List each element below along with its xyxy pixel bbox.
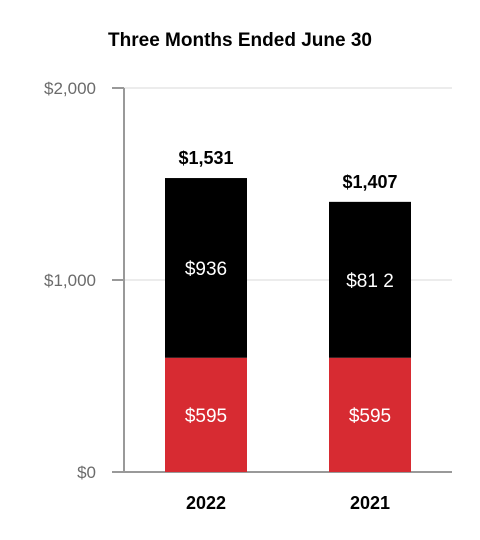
y-tick-label: $1,000 bbox=[44, 271, 96, 290]
bar-segment bbox=[329, 357, 411, 472]
bar-segment bbox=[165, 178, 247, 358]
x-tick-labels: 2022 2021 bbox=[186, 493, 390, 513]
y-tick-label: $0 bbox=[77, 463, 96, 482]
bar-segment bbox=[165, 357, 247, 472]
y-tick-label: $2,000 bbox=[44, 79, 96, 98]
segment-value-label: $595 bbox=[185, 406, 227, 427]
bar-total-label: $1,531 bbox=[178, 148, 233, 168]
bars-layer: $595 $936 $1,531 $595 $81 2 $1,407 bbox=[165, 148, 411, 472]
segment-value-label: $595 bbox=[349, 406, 391, 427]
bar-total-label: $1,407 bbox=[342, 172, 397, 192]
x-category-label: 2022 bbox=[186, 493, 226, 513]
bar-segment bbox=[329, 201, 411, 358]
segment-value-label: $81 2 bbox=[346, 271, 394, 292]
segment-value-label: $936 bbox=[185, 259, 227, 280]
chart-title: Three Months Ended June 30 bbox=[108, 30, 372, 51]
y-tick-labels: $0 $1,000 $2,000 bbox=[44, 79, 96, 482]
x-category-label: 2021 bbox=[350, 493, 390, 513]
